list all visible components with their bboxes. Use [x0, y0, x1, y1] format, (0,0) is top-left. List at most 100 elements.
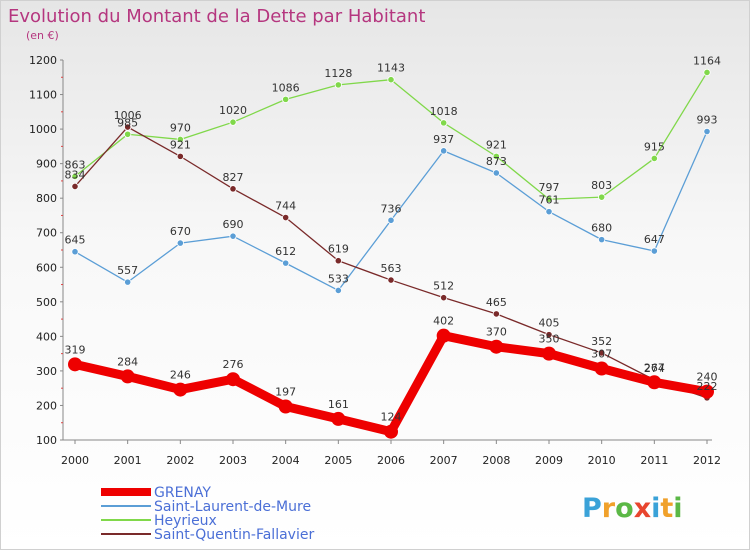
data-label: 863	[65, 158, 86, 171]
data-label: 563	[381, 262, 402, 275]
proxiti-logo: Proxiti	[582, 493, 683, 524]
data-label: 827	[223, 171, 244, 184]
data-point	[387, 276, 395, 284]
data-point	[440, 294, 448, 302]
data-point	[436, 328, 451, 343]
data-point	[492, 169, 500, 177]
data-label: 284	[117, 355, 138, 368]
data-point	[226, 372, 240, 387]
y-tick-label: 600	[36, 261, 57, 274]
data-point	[598, 193, 606, 201]
logo-letter: i	[673, 493, 682, 524]
data-point	[384, 424, 398, 439]
y-tick-label: 300	[36, 365, 57, 378]
x-tick-label: 2003	[219, 454, 247, 467]
data-label: 197	[275, 385, 296, 398]
data-point	[282, 95, 290, 103]
data-label: 124	[381, 411, 402, 424]
x-tick-label: 2010	[588, 454, 616, 467]
y-tick-label: 1100	[29, 89, 57, 102]
legend-label: GRENAY	[154, 485, 211, 501]
data-label: 319	[65, 343, 86, 356]
data-label: 736	[381, 202, 402, 215]
x-tick-label: 2006	[377, 454, 405, 467]
data-label: 970	[170, 121, 191, 134]
data-point	[598, 349, 606, 357]
data-label: 240	[697, 371, 718, 384]
logo-letter: t	[660, 493, 673, 524]
data-label: 797	[539, 181, 560, 194]
logo-letter: i	[651, 493, 660, 524]
data-label: 803	[591, 179, 612, 192]
data-point	[650, 247, 658, 255]
data-label: 222	[697, 380, 718, 393]
data-point	[68, 357, 82, 372]
data-label: 405	[539, 317, 560, 330]
data-point	[176, 135, 184, 144]
data-point	[334, 81, 342, 89]
data-label: 690	[223, 218, 244, 231]
x-tick-label: 2000	[61, 454, 89, 467]
data-label: 350	[539, 333, 560, 346]
data-label: 161	[328, 398, 349, 411]
data-point	[387, 76, 395, 84]
data-label: 1164	[693, 54, 721, 67]
data-label: 352	[591, 335, 612, 348]
data-point	[331, 411, 346, 426]
x-tick-label: 2011	[640, 454, 668, 467]
data-label: 873	[486, 155, 507, 168]
data-label: 670	[170, 225, 191, 238]
x-tick-label: 2002	[166, 454, 194, 467]
data-point	[173, 382, 188, 397]
x-tick-label: 2008	[482, 454, 510, 467]
data-point	[176, 239, 184, 247]
data-point	[71, 172, 79, 181]
data-label: 761	[539, 194, 560, 207]
data-point	[124, 278, 132, 286]
data-point	[229, 232, 237, 240]
chart-subtitle: (en €)	[26, 29, 59, 42]
data-label: 612	[275, 245, 296, 258]
data-point	[334, 286, 342, 295]
data-point	[71, 182, 79, 191]
data-label: 993	[697, 114, 718, 127]
data-point	[492, 152, 500, 160]
series-layer	[68, 68, 714, 439]
data-label: 645	[65, 234, 86, 247]
data-point	[229, 118, 237, 126]
data-point	[542, 346, 556, 361]
data-point	[647, 375, 662, 390]
y-tick-label: 200	[36, 399, 57, 412]
data-label: 744	[275, 200, 296, 213]
legend-label: Saint-Quentin-Fallavier	[154, 527, 314, 543]
data-label: 465	[486, 296, 507, 309]
data-point	[120, 369, 135, 384]
data-labels: 645 557 670 690 612 533 736 937 873 761 680 647 993 8…	[65, 54, 722, 423]
data-label: 370	[486, 326, 507, 339]
data-label: 1128	[324, 67, 352, 80]
data-label: 1020	[219, 104, 247, 117]
data-label: 557	[117, 264, 138, 277]
data-label: 533	[328, 272, 349, 285]
plot-area: 100200300400500600700800900100011001200 …	[29, 54, 721, 467]
data-point	[334, 257, 342, 265]
data-label: 267	[644, 361, 665, 374]
data-point	[489, 339, 504, 354]
data-label: 937	[433, 133, 454, 146]
legend-label: Heyrieux	[154, 513, 217, 529]
data-label: 915	[644, 140, 665, 153]
y-tick-label: 800	[36, 192, 57, 205]
logo-letter: r	[602, 493, 616, 524]
y-tick-label: 100	[36, 434, 57, 447]
data-label: 647	[644, 233, 665, 246]
data-point	[440, 147, 448, 155]
data-label: 619	[328, 243, 349, 256]
data-label: 1018	[430, 105, 458, 118]
data-point	[229, 185, 237, 193]
data-label: 921	[486, 138, 507, 151]
data-point	[282, 213, 290, 222]
data-label: 246	[170, 369, 191, 382]
data-label: 680	[591, 222, 612, 235]
